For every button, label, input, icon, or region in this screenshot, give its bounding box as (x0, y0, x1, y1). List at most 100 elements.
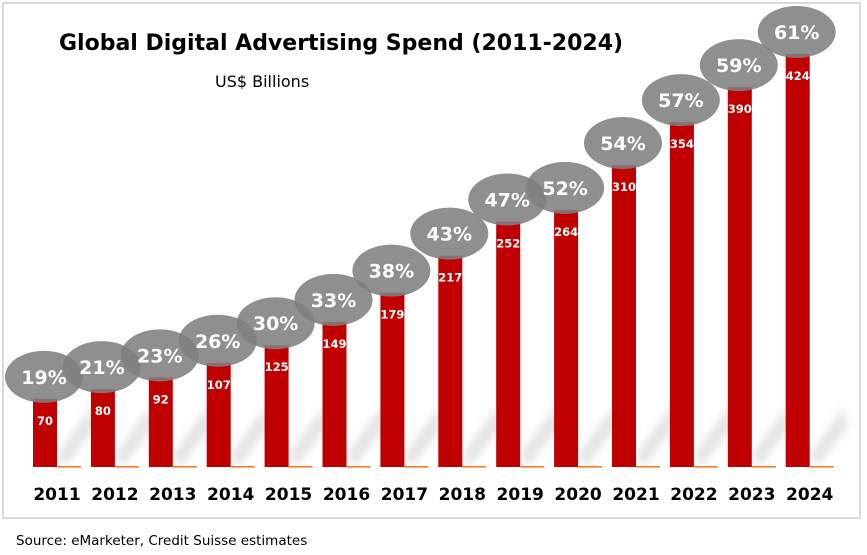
baseline-accent-2011 (57, 466, 81, 468)
percent-label: 47% (484, 190, 529, 212)
bar-shadow (578, 407, 617, 467)
baseline-accent-2013 (172, 466, 197, 468)
x-tick-label: 2011 (33, 485, 80, 505)
bar-2021 (612, 165, 636, 467)
bar-2013 (148, 377, 173, 467)
bar-value-label: 354 (670, 137, 694, 151)
bar-2011 (33, 398, 57, 467)
bar-shadow (636, 407, 674, 467)
x-tick-label: 2019 (497, 485, 544, 505)
bar-shadow (57, 407, 95, 467)
bar-shadow (462, 407, 501, 467)
bars (33, 54, 810, 468)
percent-label: 61% (774, 22, 819, 44)
baseline-accent-2024 (809, 466, 834, 468)
percent-marker-2015 (236, 297, 315, 350)
x-tick-label: 2020 (554, 485, 601, 505)
percent-label: 54% (600, 133, 645, 155)
bar-2014 (206, 362, 231, 467)
bar-value-label: 264 (554, 225, 578, 239)
bar-value-label: 310 (612, 180, 636, 194)
x-tick-label: 2015 (265, 485, 312, 505)
percent-marker-2016 (294, 273, 373, 326)
baseline-accent-2017 (404, 466, 429, 468)
bar-2022 (669, 122, 694, 467)
x-tick-label: 2014 (207, 485, 254, 505)
x-tick-label: 2017 (381, 485, 428, 505)
bar-value-label: 252 (496, 237, 520, 251)
percent-label: 26% (195, 331, 240, 353)
x-tick-label: 2016 (323, 485, 370, 505)
baseline-accent-2015 (288, 466, 313, 468)
bar-2020 (554, 209, 579, 467)
chart-title: Global Digital Advertising Spend (2011-2… (59, 31, 623, 56)
bar-value-label: 125 (265, 360, 289, 374)
x-axis-ticks: 2011 2012 2013 2014 2015 2016 2017 2018 2019 2020… (33, 485, 833, 505)
bar-value-label: 217 (438, 271, 462, 285)
bar-value-label: 70 (37, 414, 53, 428)
percent-label: 21% (79, 357, 124, 379)
bar-2024 (785, 54, 810, 467)
bar-shadow (114, 407, 153, 467)
baseline-accent-2012 (114, 466, 139, 468)
percent-label: 43% (427, 224, 472, 246)
percent-label: 30% (253, 313, 298, 335)
bar-shadow (751, 407, 790, 467)
bar-value-label: 179 (380, 308, 404, 322)
bar-value-label: 424 (786, 69, 810, 83)
baseline-accent-2018 (462, 466, 487, 468)
source-note: Source: eMarketer, Credit Suisse estimat… (16, 533, 308, 549)
bar-value-label: 80 (95, 404, 111, 418)
baseline-accent-2020 (578, 466, 603, 468)
bar-value-label: 92 (153, 392, 169, 406)
x-tick-label: 2022 (670, 485, 717, 505)
bar-shadow (346, 407, 385, 467)
bar-value-label: 149 (322, 337, 346, 351)
bar-2012 (90, 389, 115, 467)
bar-value-label: 107 (207, 378, 231, 392)
bar-2016 (322, 321, 347, 467)
baseline-accent-2021 (636, 466, 660, 468)
percent-label: 52% (542, 178, 587, 200)
bar-shadow (520, 407, 559, 467)
percent-label: 33% (311, 290, 356, 312)
bar-shadow (230, 407, 269, 467)
x-tick-label: 2021 (612, 485, 659, 505)
percent-marker-2018 (410, 207, 489, 260)
bar-shadow (288, 407, 327, 467)
percent-label: 57% (658, 90, 703, 112)
percent-label: 23% (137, 345, 182, 367)
percent-label: 38% (369, 261, 414, 283)
percent-markers (5, 6, 836, 403)
bar-2018 (438, 255, 463, 467)
bar-shadow (693, 407, 732, 467)
baseline-accent-2016 (346, 466, 371, 468)
x-tick-label: 2023 (728, 485, 775, 505)
bar-shadow (809, 407, 848, 467)
bar-2017 (380, 292, 405, 467)
percent-label: 59% (716, 55, 761, 77)
percent-marker-2022 (641, 74, 720, 127)
bar-2023 (727, 87, 752, 468)
percent-label: 19% (21, 367, 66, 389)
percent-marker-2023 (699, 39, 778, 92)
x-tick-label: 2024 (786, 485, 833, 505)
baseline-accent-2022 (693, 466, 718, 468)
x-tick-label: 2013 (149, 485, 196, 505)
percent-labels: 19% 21% 23% 26% 30% 33% 38% 43% 47% 52% 54% 57% 59% 6… (21, 22, 819, 389)
bar-shadows (57, 407, 848, 467)
percent-marker-2017 (352, 244, 431, 297)
chart-subtitle: US$ Billions (215, 72, 309, 91)
baseline-accent-2014 (230, 466, 255, 468)
percent-marker-2021 (584, 117, 662, 170)
x-tick-label: 2012 (91, 485, 138, 505)
percent-marker-2020 (526, 161, 605, 214)
bar-value-label: 390 (728, 102, 752, 116)
bar-2019 (496, 221, 521, 467)
x-tick-label: 2018 (439, 485, 486, 505)
bar-shadow (172, 407, 211, 467)
baseline-accent-2019 (520, 466, 545, 468)
bar-2015 (264, 345, 289, 467)
percent-marker-2024 (757, 6, 836, 58)
